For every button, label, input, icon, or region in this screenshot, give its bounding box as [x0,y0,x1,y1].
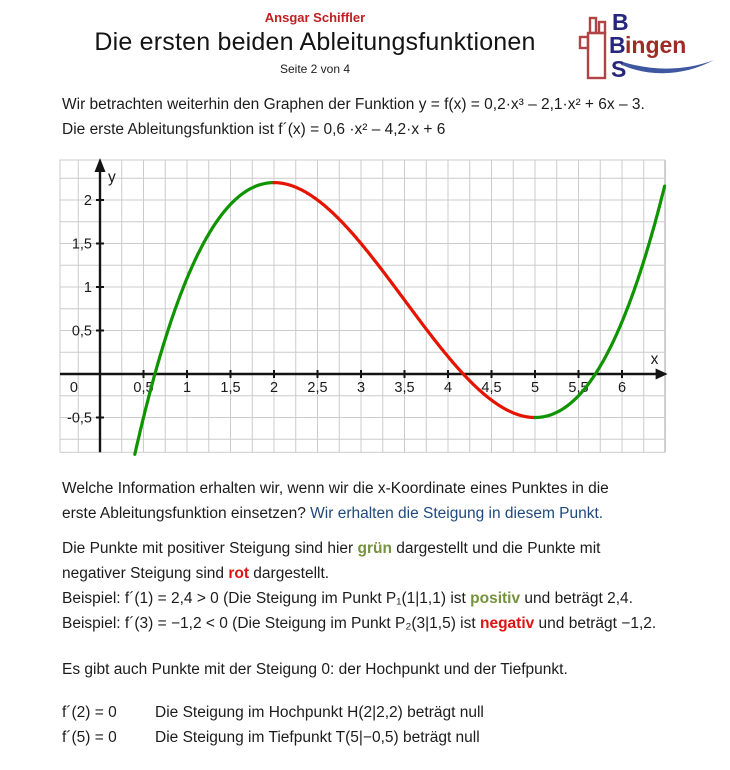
logo-letter-b2: B [609,32,626,58]
curve-segment-positive-slope [133,181,276,456]
green-highlight-word: positiv [470,590,521,607]
text-run: Die Punkte mit positiver Steigung sind h… [62,540,358,557]
text-run: Beispiel: f´(1) = 2,4 > 0 (Die Steigung … [62,590,471,607]
example-positive-slope: Beispiel: f´(1) = 2,4 > 0 (Die Steigung … [62,586,730,611]
red-highlight-word: negativ [479,615,535,632]
x-tick-label: 1,5 [220,380,240,396]
extrema-rows: f´(2) = 0 Die Steigung im Hochpunkt H(2|… [62,700,730,750]
x-tick-label: 5 [531,380,539,396]
logo-letter-s: S [611,56,626,82]
derivative-at-5: f´(5) = 0 [62,729,117,746]
page-indicator: Seite 2 von 4 [279,62,351,76]
x-axis-label: x [651,351,659,368]
plot-border [59,159,666,453]
extrema-row-hochpunkt: f´(2) = 0 Die Steigung im Hochpunkt H(2|… [62,700,730,725]
red-highlight-word: rot [228,565,249,582]
author-name: Ansgar Schiffler [264,10,366,25]
castle-tower-icon [578,16,607,80]
curve-segment-positive-slope [533,184,667,420]
extrema-row-tiefpunkt: f´(5) = 0 Die Steigung im Tiefpunkt T(5|… [62,725,730,750]
intro-line-2: Die erste Ableitungsfunktion ist f´(x) =… [62,121,446,138]
slopes-line-1: Die Punkte mit positiver Steigung sind h… [62,536,730,561]
text-run: Beispiel: f´(3) = −1,2 < 0 (Die Steigung… [62,615,480,632]
curve-segment-negative-slope [272,181,537,420]
x-tick-label: 3 [357,380,365,396]
x-tick-label: 4 [444,380,452,396]
x-tick-label: 3,5 [394,380,414,396]
intro-line-1: Wir betrachten weiterhin den Graphen der… [62,96,645,113]
x-tick-label: 2 [270,380,278,396]
y-axis-arrow [94,158,106,172]
text-run: dargestellt. [248,565,330,582]
y-tick-label: -0,5 [67,411,92,427]
page-title: Die ersten beiden Ableitungsfunktionen [94,28,536,56]
hochpunkt-description: Die Steigung im Hochpunkt H(2|2,2) beträ… [155,704,484,721]
x-tick-label: 6 [618,380,626,396]
slope-explanation: Die Punkte mit positiver Steigung sind h… [62,536,730,636]
y-tick-label: 1 [84,280,92,296]
question-text: erste Ableitungsfunktion einsetzen? [62,505,311,522]
question-paragraph: Welche Information erhalten wir, wenn wi… [62,476,730,526]
tiefpunkt-description: Die Steigung im Tiefpunkt T(5|−0,5) betr… [155,729,480,746]
intro-paragraph: Wir betrachten weiterhin den Graphen der… [62,92,730,142]
question-line-1: Welche Information erhalten wir, wenn wi… [62,480,609,497]
derivative-at-2: f´(2) = 0 [62,704,117,721]
slopes-line-2: negativer Steigung sind rot dargestellt. [62,561,730,586]
x-tick-label: 2,5 [307,380,327,396]
x-tick-label: 1 [183,380,191,396]
bbs-bingen-logo: B B ingen S [574,6,722,86]
text-run: und beträgt −1,2. [534,615,657,632]
y-axis-label: y [108,169,116,186]
logo-word-suffix: ingen [625,32,686,58]
document-header: Ansgar Schiffler Die ersten beiden Ablei… [0,0,630,76]
origin-label: 0 [70,380,78,396]
logo-letter-b1: B [612,9,629,35]
example-negative-slope: Beispiel: f´(3) = −1,2 < 0 (Die Steigung… [62,611,730,636]
logo-swoosh [622,60,714,74]
text-run: negativer Steigung sind [62,565,229,582]
answer-text: Wir erhalten die Steigung in diesem Punk… [310,505,604,522]
extrema-section: Es gibt auch Punkte mit der Steigung 0: … [62,657,730,750]
y-tick-label: 0,5 [72,324,92,340]
y-tick-label: 2 [84,193,92,209]
question-line-2: erste Ableitungsfunktion einsetzen? Wir … [62,501,730,526]
y-tick-label: 1,5 [72,237,92,253]
logo-svg: B B ingen S [578,9,714,82]
x-axis-arrow [655,368,668,380]
text-run: und beträgt 2,4. [520,590,633,607]
text-run: dargestellt und die Punkte mit [391,540,601,557]
function-plot-svg: yx0,5 1 1,5 2 2,5 3 3,5 4 4,5 5 5,5 621,510,5-0,50 [59,158,668,456]
extrema-intro: Es gibt auch Punkte mit der Steigung 0: … [62,661,568,678]
x-tick-label: 4,5 [481,380,501,396]
green-highlight-word: grün [357,540,392,557]
function-graph: y x 0,5 1 1,5 2 2,5 3 3,5 4 4,5 5 5,5 6 2 1,5 1 0,5 -0,5 0 [40,157,730,459]
